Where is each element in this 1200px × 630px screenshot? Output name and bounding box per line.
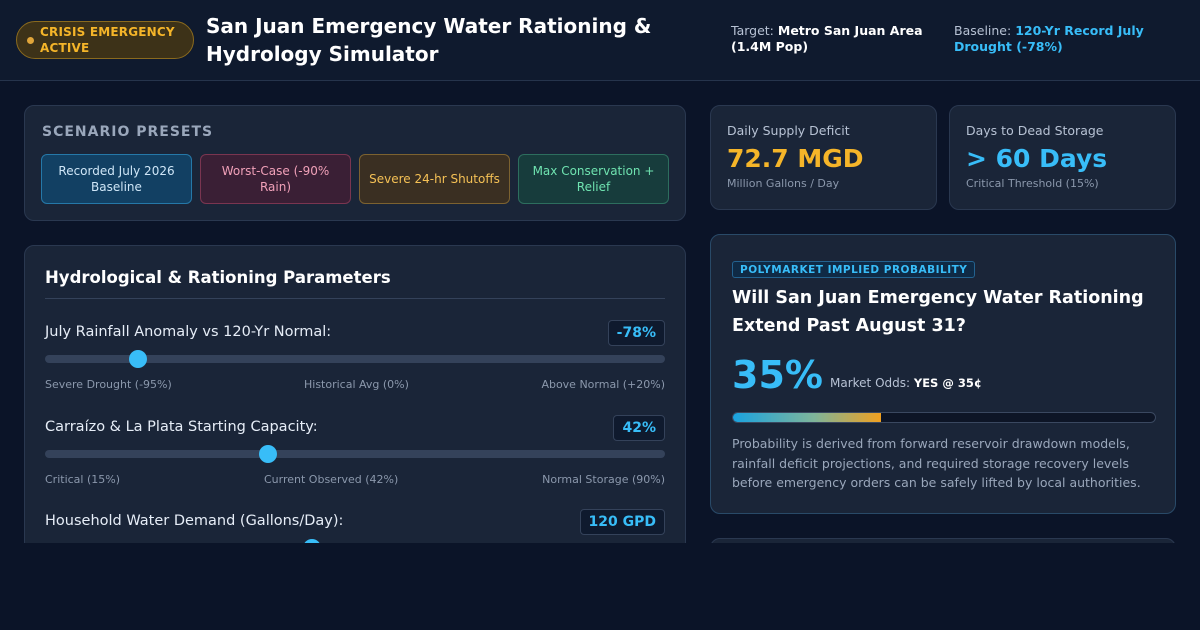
- capacity-tick-mid: Current Observed (42%): [264, 473, 399, 486]
- dead-storage-value: > 60 Days: [966, 144, 1108, 173]
- dead-storage-label: Days to Dead Storage: [966, 123, 1104, 138]
- target-info: Target: Metro San Juan Area (1.4M Pop): [731, 23, 931, 55]
- viewport-fold: [0, 543, 1200, 630]
- app-title: San Juan Emergency Water Rationing & Hyd…: [206, 14, 652, 66]
- capacity-tick-min: Critical (15%): [45, 473, 121, 486]
- preset-button-worst-case[interactable]: Worst-Case (-90% Rain): [200, 154, 351, 204]
- probability-bar-fill: [733, 413, 881, 422]
- status-dot-icon: [27, 36, 34, 44]
- starting-capacity-slider[interactable]: [45, 445, 665, 463]
- market-probability-value: 35%: [732, 353, 823, 397]
- starting-capacity-label: Carraízo & La Plata Starting Capacity:: [45, 419, 318, 435]
- supply-deficit-unit: Million Gallons / Day: [727, 177, 840, 190]
- scenario-presets-panel: SCENARIO PRESETS Recorded July 2026 Base…: [24, 105, 686, 221]
- capacity-tick-max: Normal Storage (90%): [542, 473, 665, 486]
- dead-storage-threshold: Critical Threshold (15%): [966, 177, 1099, 190]
- parameters-title: Hydrological & Rationing Parameters: [45, 268, 391, 287]
- rainfall-tick-max: Above Normal (+20%): [541, 378, 665, 391]
- baseline-info: Baseline: 120-Yr Record July Drought (-7…: [954, 23, 1154, 55]
- market-description: Probability is derived from forward rese…: [732, 436, 1141, 490]
- market-source-badge: POLYMARKET IMPLIED PROBABILITY: [732, 261, 976, 278]
- crisis-status-badge: CRISIS EMERGENCY ACTIVE: [16, 21, 194, 59]
- rainfall-anomaly-slider[interactable]: [45, 350, 665, 368]
- starting-capacity-slider-thumb[interactable]: [259, 445, 278, 463]
- household-demand-value: 120 GPD: [579, 509, 665, 535]
- preset-button-baseline[interactable]: Recorded July 2026 Baseline: [41, 154, 192, 204]
- target-label: Target:: [731, 23, 774, 38]
- market-probability-card: POLYMARKET IMPLIED PROBABILITY Will San …: [710, 234, 1176, 514]
- market-odds: Market Odds: YES @ 35¢: [830, 376, 982, 390]
- preset-button-shutoffs[interactable]: Severe 24-hr Shutoffs: [359, 154, 510, 204]
- rainfall-tick-mid: Historical Avg (0%): [304, 378, 409, 391]
- supply-deficit-label: Daily Supply Deficit: [727, 123, 850, 138]
- starting-capacity-value: 42%: [613, 415, 665, 441]
- baseline-value: 120-Yr Record July Drought (-78%): [954, 23, 1144, 54]
- rainfall-anomaly-value: -78%: [607, 320, 665, 346]
- household-demand-label: Household Water Demand (Gallons/Day):: [45, 513, 344, 529]
- supply-deficit-value: 72.7 MGD: [727, 144, 864, 173]
- market-odds-label: Market Odds:: [830, 376, 911, 390]
- app-header: CRISIS EMERGENCY ACTIVE San Juan Emergen…: [0, 0, 1200, 81]
- supply-deficit-card: Daily Supply Deficit 72.7 MGD Million Ga…: [710, 105, 937, 210]
- baseline-label: Baseline:: [954, 23, 1012, 38]
- parameters-panel: Hydrological & Rationing Parameters July…: [24, 245, 686, 575]
- market-odds-value: YES @ 35¢: [913, 376, 982, 390]
- rainfall-tick-min: Severe Drought (-95%): [45, 378, 172, 391]
- presets-title: SCENARIO PRESETS: [42, 124, 214, 140]
- probability-bar: [732, 412, 1156, 423]
- rainfall-anomaly-label: July Rainfall Anomaly vs 120-Yr Normal:: [45, 324, 332, 340]
- crisis-status-text: CRISIS EMERGENCY ACTIVE: [40, 25, 175, 55]
- market-question: Will San Juan Emergency Water Rationing …: [732, 288, 1144, 336]
- preset-button-max-conservation[interactable]: Max Conservation + Relief: [518, 154, 669, 204]
- target-value: Metro San Juan Area (1.4M Pop): [731, 23, 923, 54]
- dead-storage-card: Days to Dead Storage > 60 Days Critical …: [949, 105, 1176, 210]
- rainfall-anomaly-slider-thumb[interactable]: [129, 350, 147, 368]
- parameters-divider: [45, 298, 665, 299]
